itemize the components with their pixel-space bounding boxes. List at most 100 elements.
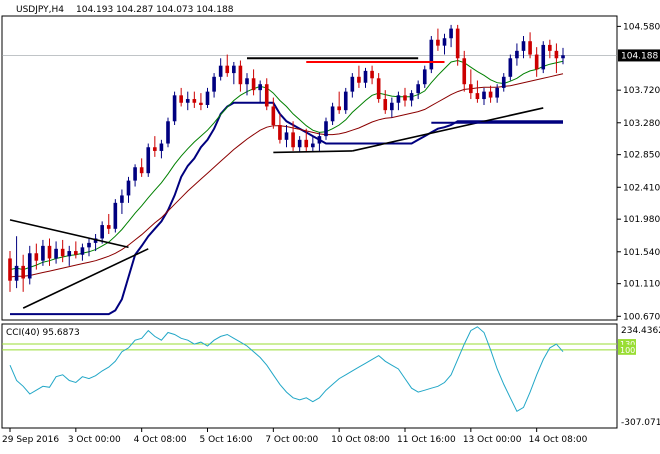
candle-body	[343, 91, 348, 111]
candle-body	[561, 55, 565, 59]
candle-body	[469, 84, 473, 94]
chart-header-ohlc: 104.193 104.287 104.073 104.188	[76, 5, 234, 15]
candle-body	[192, 99, 197, 103]
y-tick-label: 103.280	[623, 119, 660, 129]
x-tick-label: 7 Oct 00:00	[265, 435, 318, 445]
candle-body	[139, 167, 144, 174]
candle-body	[60, 248, 65, 257]
y-tick-label: 102.410	[623, 183, 660, 193]
candle-body	[100, 225, 104, 239]
candle-body	[495, 87, 499, 98]
cci-top-label: 234.4362	[621, 326, 660, 336]
candle-body	[488, 91, 493, 98]
candle-body	[80, 247, 85, 255]
x-axis: 29 Sep 2016 3 Oct 00:00 4 Oct 08:00 5 Oct 1…	[2, 428, 588, 445]
candle-body	[271, 106, 276, 125]
candle-body	[363, 70, 368, 83]
chart-header-symbol: USDJPY,H4	[16, 5, 64, 15]
candle-body	[534, 54, 539, 70]
candle-body	[218, 65, 223, 77]
candle-body	[106, 225, 111, 229]
y-tick-label: 103.720	[623, 86, 660, 96]
candle-body	[462, 58, 467, 85]
candle-body	[172, 95, 177, 122]
candle-body	[126, 180, 131, 196]
candle-body	[87, 242, 91, 248]
candle-body	[21, 265, 25, 279]
x-tick-label: 14 Oct 08:00	[529, 435, 588, 445]
main-frame	[1, 15, 618, 321]
cci-frame	[1, 323, 618, 429]
candle-body	[390, 102, 394, 111]
candle-body	[166, 121, 170, 144]
cci-level-label-bg	[618, 344, 636, 355]
x-tick-label: 10 Oct 08:00	[331, 435, 390, 445]
candle-body	[528, 41, 532, 55]
x-tick-label: 11 Oct 16:00	[397, 435, 456, 445]
candle-body	[383, 99, 388, 111]
trendline	[9, 219, 129, 249]
candle-body	[93, 238, 98, 243]
x-tick-label: 29 Sep 2016	[2, 435, 59, 445]
y-tick-label: 104.580	[623, 22, 660, 32]
candle-body	[337, 106, 341, 111]
cci-level-label-bg	[618, 339, 636, 350]
current-price-label: 104.188	[621, 51, 658, 61]
candle-body	[291, 132, 295, 148]
candle-body	[455, 28, 460, 59]
candle-body	[475, 93, 480, 100]
current-price-label-bg	[618, 49, 660, 62]
main-panel: 104.580 103.720 103.280 102.850 102.410 101.9…	[1, 15, 660, 322]
cci-level-label: 130	[620, 340, 635, 349]
candle-body	[199, 102, 203, 105]
cci-title: CCI(40) 95.6873	[6, 328, 80, 338]
candle-body	[403, 95, 407, 101]
candle-body	[205, 91, 210, 105]
candle-body	[396, 95, 401, 103]
candle-body	[67, 251, 72, 257]
candle-body	[442, 38, 447, 46]
candle-body	[278, 124, 282, 140]
candle-body	[34, 253, 39, 261]
trendline	[273, 150, 353, 154]
candle-body	[521, 41, 526, 51]
candle-body	[245, 78, 249, 85]
x-tick-label: 5 Oct 16:00	[200, 435, 253, 445]
y-tick-label: 102.850	[623, 151, 660, 161]
candle-body	[350, 76, 355, 92]
candle-body	[74, 251, 78, 255]
candle-body	[133, 167, 137, 181]
candle-body	[548, 44, 552, 51]
candle-body	[14, 265, 19, 281]
candle-body	[47, 245, 52, 259]
candle-body	[179, 95, 183, 103]
x-tick-label: 4 Oct 08:00	[134, 435, 187, 445]
candle-body	[8, 258, 12, 281]
candle-body	[449, 28, 453, 39]
candle-body	[482, 91, 486, 100]
y-tick-label: 100.670	[623, 312, 660, 322]
candle-body	[554, 50, 559, 59]
candle-body	[159, 143, 164, 151]
candle-body	[409, 93, 414, 101]
candle-body	[436, 39, 440, 46]
y-tick-label: 101.980	[623, 215, 660, 225]
candle-body	[225, 65, 230, 74]
candle-body	[120, 195, 124, 203]
candle-body	[376, 78, 381, 100]
candle-body	[357, 76, 361, 83]
trendline	[22, 248, 149, 309]
cci-bottom-label: -307.071	[621, 418, 660, 428]
candle-body	[501, 76, 506, 88]
cci-level-label: 100	[620, 346, 635, 355]
candle-body	[297, 139, 302, 148]
candle-body	[232, 65, 236, 74]
candle-body	[54, 248, 58, 259]
candle-body	[515, 50, 519, 59]
candle-body	[422, 69, 427, 85]
candle-body	[27, 253, 32, 279]
